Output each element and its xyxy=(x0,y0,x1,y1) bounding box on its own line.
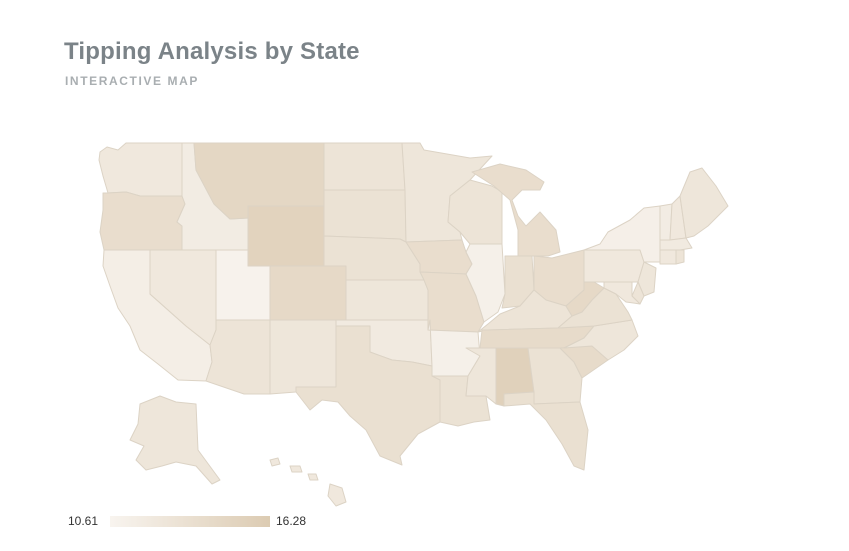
legend-min-label: 10.61 xyxy=(68,514,99,528)
state-nd[interactable] xyxy=(323,142,406,191)
state-md[interactable] xyxy=(603,281,641,305)
state-wa[interactable] xyxy=(98,142,183,197)
state-co[interactable] xyxy=(269,265,347,321)
legend-max-label: 16.28 xyxy=(276,514,307,528)
state-nj[interactable] xyxy=(637,261,657,297)
state-ks[interactable] xyxy=(345,279,429,321)
state-me[interactable] xyxy=(679,167,729,239)
state-sd[interactable] xyxy=(323,189,407,243)
state-ri[interactable] xyxy=(675,249,685,265)
state-or[interactable] xyxy=(99,191,186,251)
state-hi[interactable] xyxy=(269,457,347,507)
state-nc[interactable] xyxy=(563,319,639,361)
state-ma[interactable] xyxy=(659,237,693,251)
state-az[interactable] xyxy=(205,319,271,395)
state-wy[interactable] xyxy=(247,205,325,267)
state-nm[interactable] xyxy=(269,319,337,395)
state-ak[interactable] xyxy=(129,395,221,485)
state-fl[interactable] xyxy=(503,391,589,471)
state-il[interactable] xyxy=(465,243,506,323)
state-pa[interactable] xyxy=(583,249,645,283)
state-mi[interactable] xyxy=(471,163,561,257)
legend-gradient-bar xyxy=(110,516,270,527)
state-ct[interactable] xyxy=(659,249,677,265)
state-tx[interactable] xyxy=(295,325,441,466)
page-title: Tipping Analysis by State xyxy=(64,38,360,65)
page-subtitle: INTERACTIVE MAP xyxy=(65,74,200,88)
